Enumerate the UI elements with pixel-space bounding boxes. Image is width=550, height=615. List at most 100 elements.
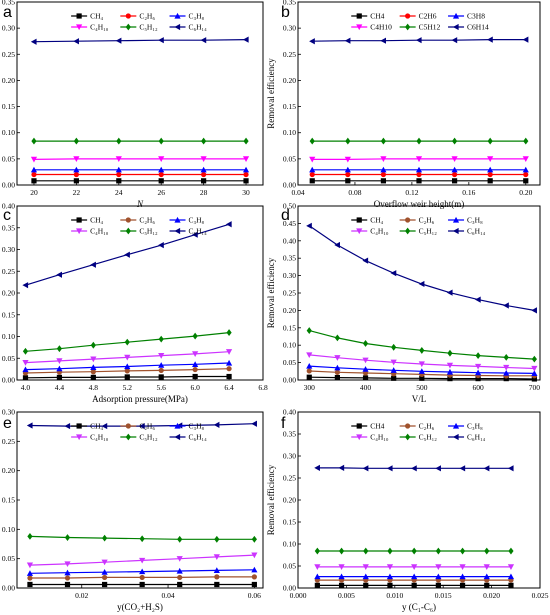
data-point <box>101 422 108 430</box>
data-point <box>192 332 198 340</box>
y-tick-label: 0.25 <box>2 437 15 446</box>
data-point <box>334 355 341 361</box>
data-point <box>314 547 320 555</box>
legend-marker <box>405 23 411 31</box>
series-3 <box>30 156 250 163</box>
y-tick-label: 0.05 <box>283 562 296 571</box>
y-tick-label: 0.15 <box>2 102 15 111</box>
legend-marker <box>76 13 82 19</box>
legend-item: C₆H₁₄ <box>169 23 207 32</box>
data-point <box>309 137 315 145</box>
data-point <box>214 581 220 588</box>
y-tick-label: 0.15 <box>283 518 296 527</box>
x-tick-label: 600 <box>472 383 484 392</box>
data-point <box>483 465 490 472</box>
data-point <box>192 231 198 238</box>
data-point <box>362 375 369 381</box>
data-point <box>435 547 441 555</box>
legend-item: C₂H₆ <box>120 216 155 225</box>
legend-item: C₅H₁₂ <box>120 23 158 32</box>
y-tick-label: 0.15 <box>2 310 15 319</box>
data-point <box>362 573 369 580</box>
data-point <box>474 296 481 303</box>
data-point <box>362 257 369 264</box>
legend: CH₄ C₂H₆ C₃H₈ C₄H₁₀ C₅H₁₂ C₆H₁₄ <box>71 12 207 32</box>
legend-item: C6H14 <box>448 23 489 32</box>
legend-marker <box>356 24 363 31</box>
panel-letter: e <box>3 415 12 432</box>
legend-marker <box>452 422 460 429</box>
data-point <box>503 302 509 309</box>
data-point <box>192 351 199 357</box>
data-point <box>415 37 422 44</box>
x-tick-label: 4.8 <box>89 383 99 392</box>
data-point <box>22 282 29 289</box>
data-point <box>201 171 207 178</box>
legend-label: C₄H₁₀ <box>370 433 389 442</box>
x-tick-label: 0.20 <box>519 188 532 197</box>
y-tick-label: 0.15 <box>2 496 15 505</box>
data-point <box>447 376 453 382</box>
data-point <box>116 137 122 145</box>
data-point <box>139 574 145 581</box>
y-tick-label: 0.15 <box>283 323 296 332</box>
series-4 <box>306 327 537 363</box>
data-point <box>56 374 63 380</box>
data-point <box>487 137 493 145</box>
data-point <box>435 582 441 588</box>
data-point <box>158 137 164 145</box>
data-point <box>386 465 393 472</box>
data-point <box>446 362 454 369</box>
data-point <box>115 166 122 173</box>
data-point <box>344 166 351 173</box>
x-tick-label: 30 <box>242 188 250 197</box>
legend-item: CH₄ <box>71 422 104 431</box>
y-tick-label: 0.35 <box>2 0 15 7</box>
data-point <box>451 178 458 184</box>
legend-item: C₃H₈ <box>169 12 205 21</box>
legend-marker <box>405 423 411 429</box>
data-point <box>158 166 165 173</box>
data-point <box>474 369 482 376</box>
data-point <box>200 156 207 162</box>
data-point <box>415 156 423 162</box>
data-point <box>214 535 220 543</box>
data-point <box>306 362 313 369</box>
legend-marker <box>356 13 362 19</box>
data-point <box>416 137 422 145</box>
x-axis-title: y(CO₂+H₂S) <box>117 602 163 612</box>
data-point <box>90 374 96 380</box>
data-point <box>459 465 466 472</box>
x-axis-title: Overflow weir height(m) <box>374 199 464 209</box>
data-point <box>390 270 397 277</box>
data-point <box>243 178 249 184</box>
data-point <box>418 361 425 368</box>
x-tick-label: 300 <box>304 383 316 392</box>
data-point <box>200 166 207 173</box>
data-point <box>101 569 108 575</box>
legend-label: CH4 <box>370 422 384 431</box>
data-point <box>411 573 418 580</box>
data-point <box>380 166 387 173</box>
data-point <box>225 221 232 228</box>
data-point <box>90 356 97 363</box>
data-point <box>334 334 340 342</box>
x-tick-label: 0.04 <box>291 188 304 197</box>
series-2 <box>22 359 233 373</box>
legend-item: C₂H₆ <box>399 422 435 431</box>
chart-panel-c: c 0.00 0.05 0.10 0.15 0.20 0.25 0.30 0.35 0.40 4.0… <box>2 202 268 405</box>
x-tick-label: 700 <box>529 383 541 392</box>
legend-label: C₂H₆ <box>419 422 435 431</box>
y-tick-label: 0.30 <box>283 271 296 280</box>
y-tick-label: 0.20 <box>2 76 15 85</box>
y-tick-label: 0.20 <box>2 466 15 475</box>
x-tick-label: 28 <box>200 188 208 197</box>
chart-panel-b: b 0.00 0.05 0.10 0.15 0.20 0.25 0.30 0.35 0.04 0.0… <box>266 0 541 209</box>
data-point <box>192 366 198 373</box>
data-point <box>503 364 510 371</box>
data-point <box>115 37 122 44</box>
legend-item: C5H12 <box>399 23 441 32</box>
legend-item: C2H6 <box>399 12 437 21</box>
y-tick-label: 0.20 <box>283 76 296 85</box>
data-point <box>411 564 418 570</box>
